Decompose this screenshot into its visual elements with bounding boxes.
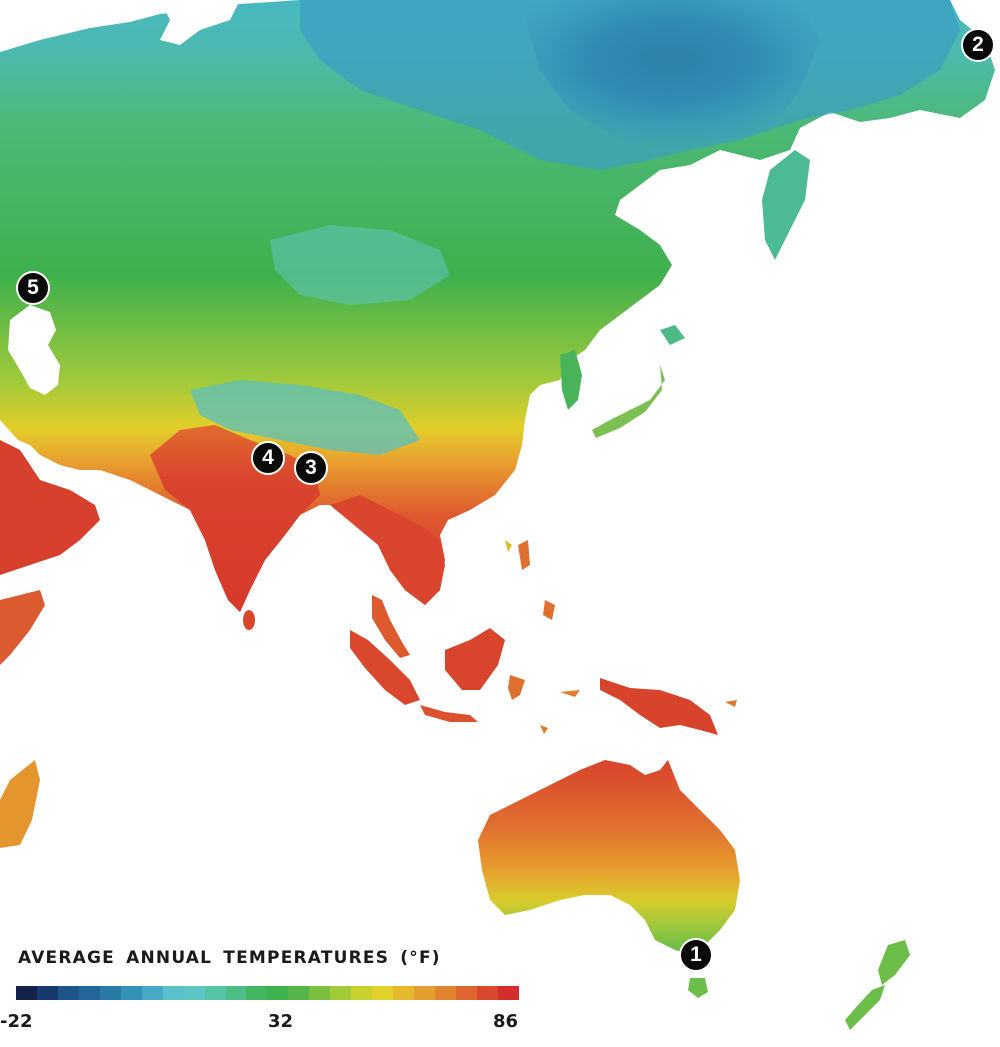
legend-swatch <box>414 986 436 1000</box>
legend-swatch <box>476 986 498 1000</box>
australia <box>478 760 740 955</box>
legend-swatch <box>351 986 373 1000</box>
legend-swatch <box>309 986 331 1000</box>
new-zealand-south <box>845 985 885 1030</box>
sakhalin-kamchatka <box>762 150 810 260</box>
location-marker-4: 4 <box>251 441 285 475</box>
legend-color-scale <box>16 986 519 1000</box>
legend-title: AVERAGE ANNUAL TEMPERATURES (°F) <box>18 948 441 968</box>
legend-swatch <box>183 986 205 1000</box>
legend-swatch <box>78 986 100 1000</box>
location-marker-2: 2 <box>961 28 995 62</box>
new-guinea <box>600 678 718 735</box>
malay-peninsula <box>372 595 410 658</box>
legend-tick-mid: 32 <box>268 1011 294 1032</box>
legend-swatch <box>16 986 37 1000</box>
madagascar <box>0 760 40 848</box>
legend-swatch <box>497 986 519 1000</box>
legend-tick-min: -22 <box>0 1011 33 1032</box>
sulawesi <box>508 675 525 700</box>
korea <box>560 350 582 410</box>
caspian-sea <box>8 305 60 395</box>
legend-swatch <box>372 986 394 1000</box>
legend-swatch <box>36 986 58 1000</box>
tasmania <box>688 978 708 998</box>
japan <box>592 365 665 438</box>
siberia-north-band <box>300 0 960 170</box>
legend-swatch <box>288 986 310 1000</box>
java <box>420 705 478 722</box>
location-marker-1: 1 <box>679 938 713 972</box>
sri-lanka <box>243 610 255 630</box>
legend-swatch <box>162 986 184 1000</box>
tibet-plateau <box>190 380 420 455</box>
arabian-peninsula <box>0 440 100 575</box>
hokkaido <box>660 325 685 345</box>
philippines <box>518 540 555 620</box>
arctic-coast <box>160 0 240 45</box>
legend-swatch <box>204 986 226 1000</box>
horn-of-africa <box>0 590 45 665</box>
new-zealand-north <box>878 940 910 985</box>
legend-swatch <box>330 986 352 1000</box>
legend-swatch <box>225 986 247 1000</box>
indochina <box>330 495 445 605</box>
legend-swatch <box>246 986 268 1000</box>
legend-swatch <box>120 986 142 1000</box>
legend-tick-max: 86 <box>493 1011 519 1032</box>
mongolia-zone <box>270 225 450 305</box>
legend-swatch <box>393 986 415 1000</box>
legend-swatch <box>99 986 121 1000</box>
legend-swatch <box>267 986 289 1000</box>
legend-swatch <box>456 986 477 1000</box>
legend-swatch <box>141 986 163 1000</box>
sea-of-okhotsk <box>730 100 1000 300</box>
legend-swatch <box>57 986 79 1000</box>
legend-swatch <box>435 986 457 1000</box>
sumatra <box>350 630 420 705</box>
location-marker-5: 5 <box>16 271 50 305</box>
borneo <box>445 628 505 690</box>
location-marker-3: 3 <box>294 451 328 485</box>
hainan-taiwan <box>505 540 512 552</box>
